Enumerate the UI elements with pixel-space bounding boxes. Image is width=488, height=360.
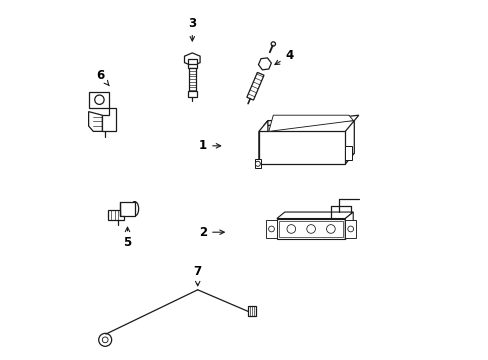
Circle shape bbox=[102, 337, 108, 343]
Polygon shape bbox=[246, 72, 264, 100]
Polygon shape bbox=[268, 115, 353, 131]
Circle shape bbox=[306, 225, 315, 233]
Bar bbox=[120, 202, 134, 216]
Bar bbox=[187, 91, 197, 97]
Polygon shape bbox=[258, 121, 267, 164]
Polygon shape bbox=[276, 219, 345, 239]
Circle shape bbox=[255, 161, 260, 166]
Circle shape bbox=[271, 42, 275, 46]
Polygon shape bbox=[88, 112, 102, 131]
Circle shape bbox=[95, 95, 104, 104]
Bar bbox=[255, 159, 260, 168]
Polygon shape bbox=[279, 221, 343, 237]
Polygon shape bbox=[276, 212, 352, 219]
Text: 7: 7 bbox=[193, 265, 202, 286]
Polygon shape bbox=[345, 220, 355, 238]
Polygon shape bbox=[265, 220, 276, 238]
Polygon shape bbox=[263, 115, 358, 126]
Polygon shape bbox=[258, 58, 271, 70]
Circle shape bbox=[326, 225, 335, 233]
Bar bbox=[345, 146, 351, 160]
Polygon shape bbox=[102, 108, 116, 131]
Circle shape bbox=[347, 226, 353, 232]
Text: 6: 6 bbox=[96, 69, 109, 86]
Polygon shape bbox=[107, 210, 123, 220]
Bar bbox=[247, 306, 256, 316]
Text: 2: 2 bbox=[199, 226, 224, 239]
Text: 4: 4 bbox=[274, 49, 293, 64]
Polygon shape bbox=[258, 131, 345, 164]
Bar bbox=[187, 59, 196, 68]
Ellipse shape bbox=[130, 202, 139, 216]
Polygon shape bbox=[258, 153, 354, 164]
Text: 3: 3 bbox=[188, 17, 196, 41]
Polygon shape bbox=[345, 212, 352, 239]
Circle shape bbox=[99, 333, 111, 346]
Polygon shape bbox=[184, 53, 200, 66]
Polygon shape bbox=[88, 92, 109, 108]
Circle shape bbox=[268, 226, 274, 232]
Bar bbox=[189, 68, 195, 92]
Polygon shape bbox=[345, 121, 354, 164]
Text: 5: 5 bbox=[123, 227, 131, 249]
Circle shape bbox=[286, 225, 295, 233]
Text: 1: 1 bbox=[199, 139, 220, 152]
